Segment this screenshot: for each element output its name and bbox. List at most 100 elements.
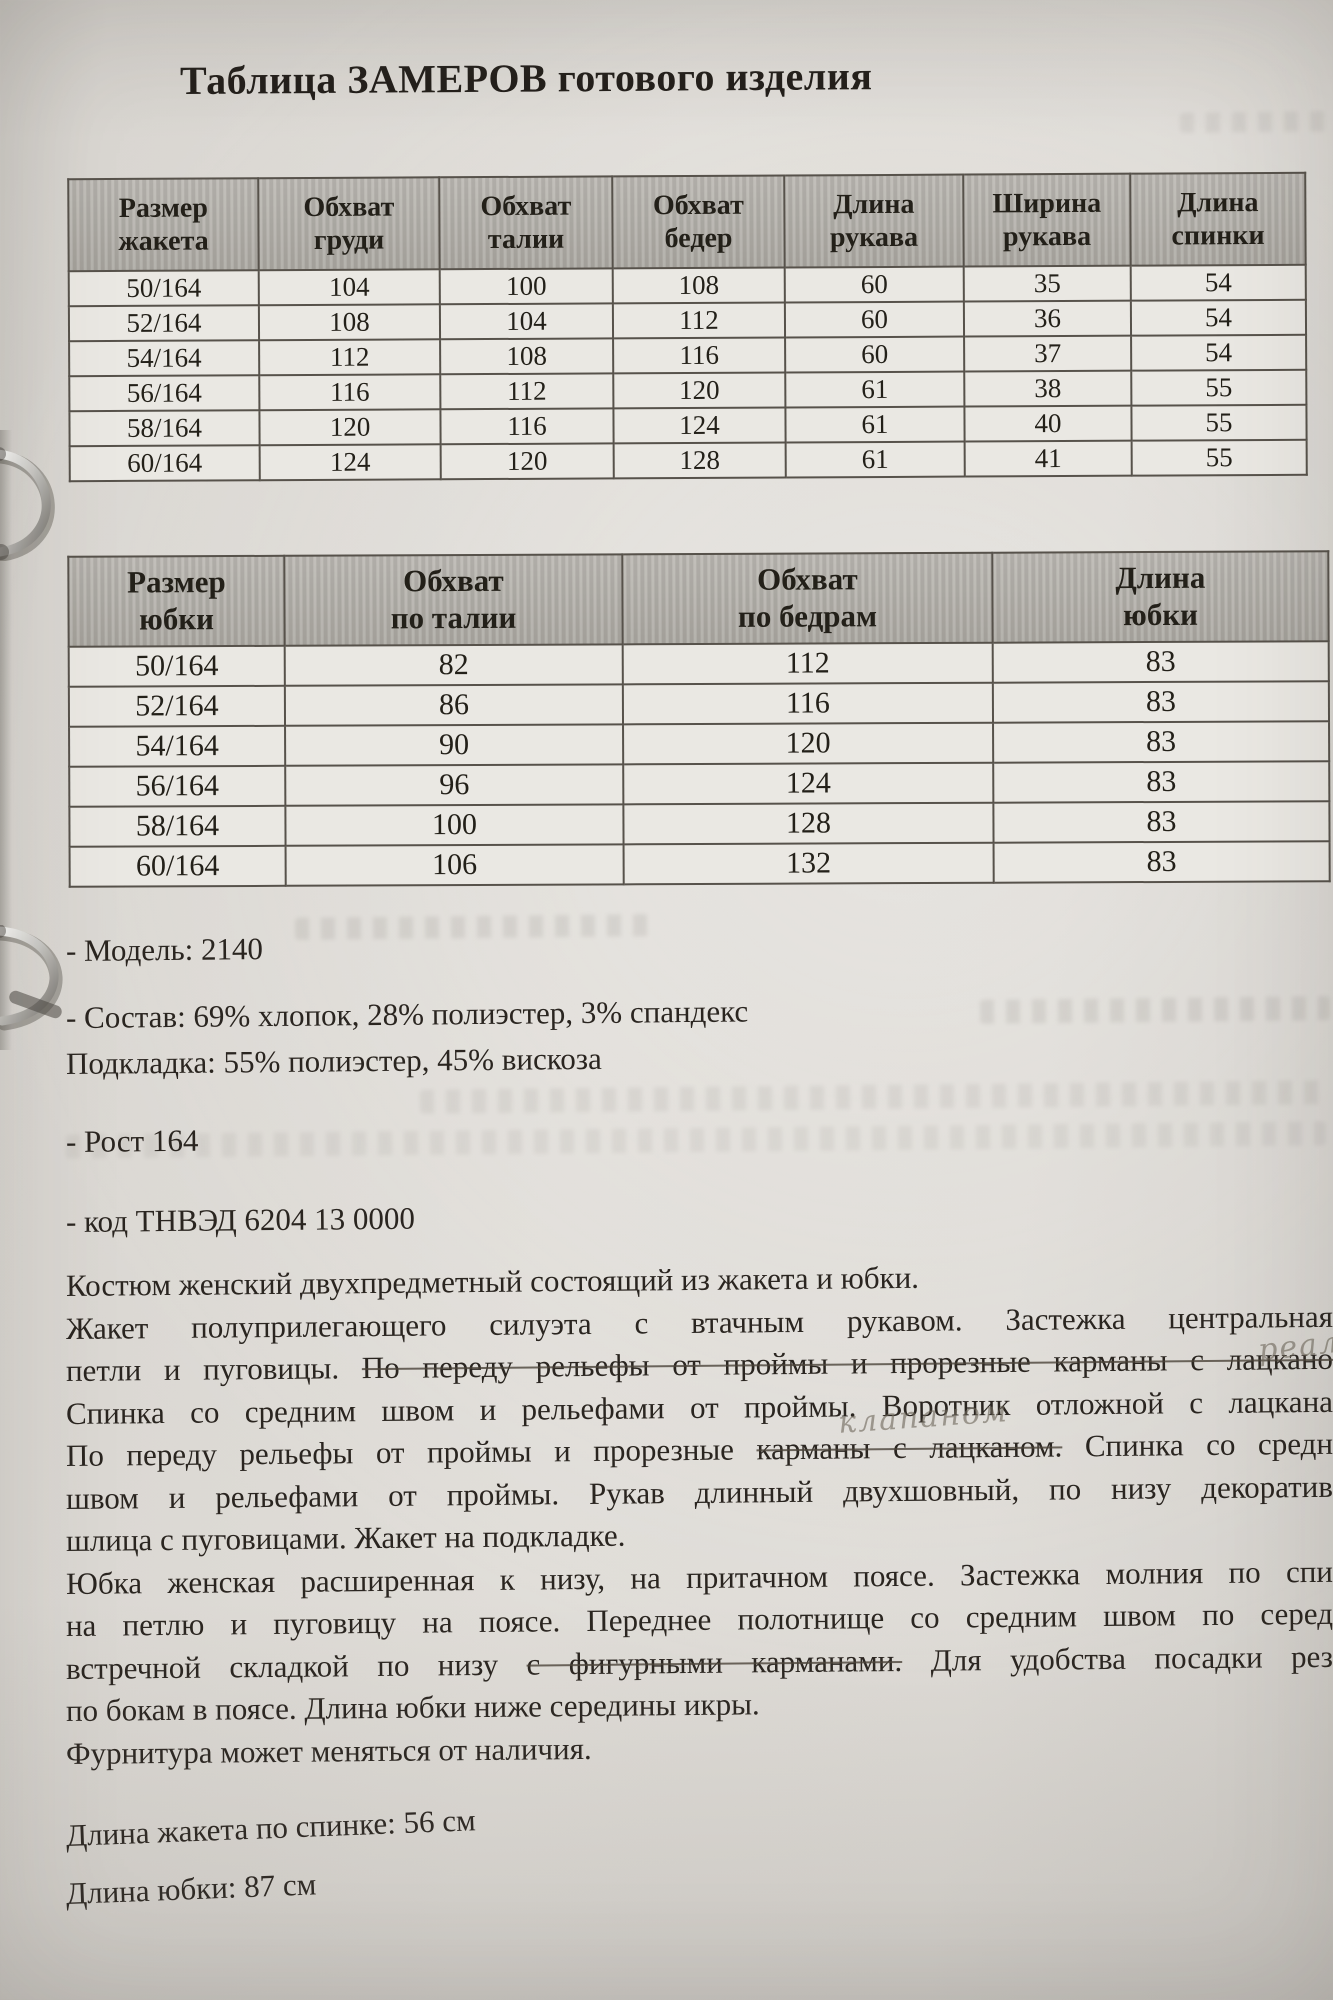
jacket-size-cell: 116 — [259, 374, 441, 411]
skirt-size-cell: 112 — [622, 642, 993, 685]
skirt-size-cell: 83 — [992, 681, 1330, 723]
skirt-size-cell: 54/164 — [69, 725, 286, 767]
jacket-size-cell: 116 — [613, 337, 786, 374]
skirt-size-cell: 83 — [992, 641, 1329, 683]
skirt-table-head: Размер юбки Обхват по талии Обхват по бе… — [68, 551, 1329, 647]
description-text: Юбка женская расширенная к низу, на прит… — [65, 1553, 1333, 1601]
description-line: шлица с пуговицами. Жакет на подкладке. — [66, 1518, 626, 1559]
description-text: Костюм женский двухпредметный состоящий … — [65, 1259, 920, 1303]
description-text: Фурнитура может меняться от наличия. — [65, 1730, 592, 1771]
jacket-size-cell: 100 — [439, 268, 613, 305]
jacket-size-cell: 61 — [785, 406, 965, 443]
skirt-size-cell: 58/164 — [69, 805, 286, 847]
description-line: Жакет полуприлегающего силуэта с втачным… — [66, 1299, 1333, 1347]
jacket-size-cell: 37 — [964, 335, 1132, 372]
tnved-code-line: - код ТНВЭД 6204 13 0000 — [65, 1200, 416, 1239]
table-row: 50/164 82 112 83 — [68, 641, 1329, 687]
skirt-size-cell: 82 — [284, 644, 623, 686]
jacket-size-cell: 36 — [963, 300, 1132, 337]
description-text: шлица с пуговицами. Жакет на подкладке. — [65, 1517, 626, 1558]
table-row: 60/164 124 120 128 61 41 55 — [69, 439, 1307, 482]
description-text: встречной складкой по низу — [65, 1646, 527, 1686]
jacket-size-cell: 50/164 — [68, 270, 259, 307]
page-title: Таблица ЗАМЕРОВ готового изделия — [179, 53, 873, 103]
jacket-size-cell: 124 — [259, 444, 441, 481]
skirt-size-cell: 83 — [993, 761, 1330, 803]
jacket-size-cell: 108 — [258, 304, 441, 341]
table-row: 54/164 90 120 83 — [69, 721, 1330, 767]
description-line: Спинка со средним швом и рельефами от пр… — [66, 1384, 1333, 1432]
description-text: петли и пуговицы. — [65, 1350, 362, 1388]
jacket-size-cell: 56/164 — [69, 375, 260, 412]
jacket-size-cell: 124 — [613, 407, 786, 444]
description-text: По переду рельефы от проймы и прорезные — [65, 1431, 757, 1473]
jacket-size-cell: 128 — [613, 442, 786, 479]
description-line: Костюм женский двухпредметный состоящий … — [66, 1260, 919, 1304]
description-text: Спинка со средним швом и рельефами от пр… — [65, 1383, 1333, 1431]
skirt-size-cell: 90 — [285, 724, 624, 766]
table-row: 52/164 86 116 83 — [68, 681, 1330, 727]
composition-line: - Состав: 69% хлопок, 28% полиэстер, 3% … — [65, 993, 749, 1035]
page-edge-shadow — [0, 430, 12, 1050]
description-text: швом и рельефами от проймы. Рукав длинны… — [65, 1468, 1333, 1516]
binder-ring — [0, 925, 63, 1031]
jacket-size-cell: 55 — [1131, 439, 1307, 476]
skirt-size-cell: 96 — [285, 764, 624, 806]
description-text: Спинка со средн — [1062, 1425, 1333, 1464]
description-text: Жакет полуприлегающего силуэта с втачным… — [65, 1298, 1333, 1346]
jacket-size-cell: 104 — [439, 303, 614, 340]
skirt-size-cell: 86 — [284, 684, 624, 726]
binder-ring — [0, 447, 55, 561]
skirt-length-line: Длина юбки: 87 см — [65, 1866, 317, 1911]
skirt-size-cell: 100 — [285, 804, 624, 846]
skirt-size-table: Размер юбки Обхват по талии Обхват по бе… — [67, 550, 1330, 888]
jacket-size-cell: 54 — [1130, 264, 1306, 301]
jacket-size-cell: 54 — [1131, 334, 1307, 371]
jacket-size-cell: 52/164 — [68, 305, 260, 342]
jacket-size-cell: 116 — [440, 408, 614, 445]
table-row: 60/164 106 132 83 — [69, 841, 1330, 887]
skirt-size-cell: 50/164 — [68, 645, 285, 687]
description-text: Для удобства посадки рез — [902, 1638, 1333, 1678]
jacket-col-header: Обхват груди — [258, 177, 440, 271]
skirt-col-header: Длина юбки — [992, 551, 1329, 643]
jacket-size-cell: 104 — [258, 269, 440, 306]
jacket-size-cell: 54 — [1130, 299, 1307, 336]
jacket-size-cell: 120 — [613, 372, 786, 409]
skirt-size-cell: 124 — [623, 762, 994, 805]
jacket-size-cell: 54/164 — [69, 340, 260, 377]
jacket-size-cell: 61 — [785, 371, 965, 408]
jacket-length-line: Длина жакета по спинке: 56 см — [65, 1802, 477, 1853]
jacket-table-head: Размер жакета Обхват груди Обхват талии … — [68, 172, 1306, 272]
skirt-size-cell: 83 — [993, 721, 1330, 763]
jacket-size-cell: 58/164 — [69, 410, 260, 447]
struck-description-text: с фигурными карманами. — [526, 1642, 903, 1682]
bleed-through-smudge — [1179, 111, 1331, 133]
jacket-size-cell: 108 — [612, 267, 785, 304]
jacket-size-table: Размер жакета Обхват груди Обхват талии … — [67, 172, 1308, 482]
description-line: встречной складкой по низу с фигурными к… — [66, 1639, 1333, 1687]
jacket-size-cell: 60 — [784, 266, 964, 303]
jacket-size-cell: 61 — [785, 441, 965, 478]
jacket-size-cell: 41 — [964, 440, 1132, 477]
jacket-size-cell: 60/164 — [69, 445, 260, 482]
jacket-size-cell: 38 — [964, 370, 1132, 407]
jacket-size-cell: 60 — [785, 336, 965, 373]
bleed-through-smudge — [979, 996, 1331, 1024]
table-row: 58/164 100 128 83 — [69, 801, 1330, 847]
description-line: По переду рельефы от проймы и прорезные … — [66, 1426, 1333, 1474]
bleed-through-smudge — [65, 1121, 1327, 1159]
skirt-size-cell: 120 — [623, 722, 994, 765]
skirt-col-header: Обхват по бедрам — [622, 552, 993, 645]
description-text: по бокам в поясе. Длина юбки ниже середи… — [65, 1686, 760, 1728]
skirt-size-cell: 83 — [993, 841, 1330, 883]
jacket-size-cell: 60 — [784, 301, 965, 338]
table-header-row: Размер жакета Обхват груди Обхват талии … — [68, 172, 1306, 272]
description-line: швом и рельефами от проймы. Рукав длинны… — [66, 1469, 1333, 1517]
jacket-size-cell: 112 — [259, 339, 441, 376]
skirt-size-cell: 52/164 — [68, 685, 286, 727]
skirt-size-cell: 128 — [623, 802, 994, 845]
jacket-size-cell: 55 — [1131, 369, 1307, 406]
jacket-size-cell: 108 — [440, 338, 614, 375]
description-line: петли и пуговицы. По переду рельефы от п… — [66, 1341, 1333, 1389]
